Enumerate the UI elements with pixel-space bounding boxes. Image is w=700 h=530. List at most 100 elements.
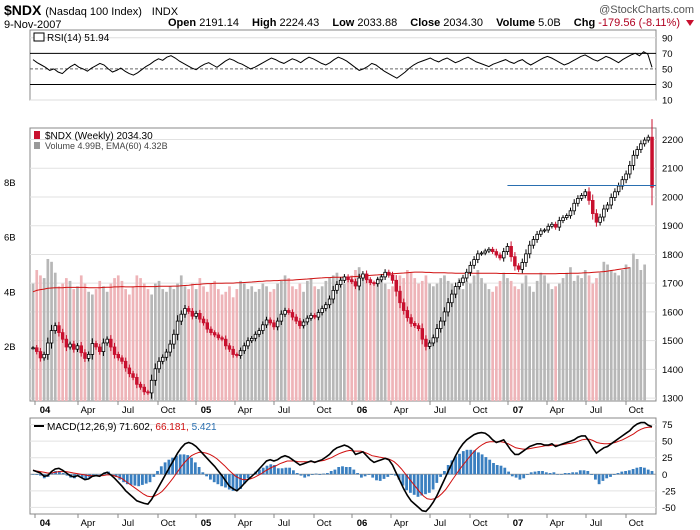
volume-bar xyxy=(317,289,320,401)
price-bar-body xyxy=(450,293,454,304)
price-bar-body xyxy=(301,321,306,327)
price-bar-body xyxy=(501,251,506,259)
macd-histogram-bar xyxy=(578,470,582,475)
macd-histogram-bar xyxy=(261,467,265,475)
volume-bar xyxy=(617,275,620,401)
volume-bar xyxy=(272,289,276,401)
price-bar-body xyxy=(553,223,558,228)
symbol-name: (Nasdaq 100 Index) xyxy=(45,6,142,18)
x-tick-label: Jul xyxy=(590,405,602,416)
volume-bar xyxy=(465,280,468,401)
volume-bar xyxy=(365,278,368,401)
x-tick-label: Apr xyxy=(550,405,565,416)
volume-bar xyxy=(135,275,139,401)
price-bar-body xyxy=(591,199,595,214)
price-bar-body xyxy=(135,376,139,385)
macd-histogram-bar xyxy=(450,460,454,475)
macd-histogram-bar xyxy=(152,474,156,477)
volume-bar xyxy=(53,272,57,401)
macd-histogram-bar xyxy=(533,471,537,475)
price-bar-body xyxy=(387,271,391,276)
high-label: High xyxy=(252,17,277,29)
macd-histogram-bar xyxy=(627,470,631,475)
volume-bar xyxy=(543,275,546,401)
price-bar-body xyxy=(498,254,502,259)
volume-bar xyxy=(105,291,109,401)
y-tick-label: 1800 xyxy=(662,250,683,261)
macd-histogram-bar xyxy=(318,474,322,475)
macd-histogram-bar xyxy=(182,454,186,475)
y-tick-label: 1400 xyxy=(662,365,683,376)
macd-histogram-bar xyxy=(541,471,544,475)
macd-histogram-bar xyxy=(133,474,137,486)
macd-histogram-bar xyxy=(356,473,359,475)
price-bar-body xyxy=(494,251,499,256)
price-bar-body xyxy=(105,338,109,344)
volume-bar xyxy=(476,270,480,401)
volume-bar xyxy=(539,272,543,401)
price-bar-body xyxy=(160,356,165,362)
macd-histogram-bar xyxy=(159,466,163,475)
volume-bar xyxy=(472,275,476,401)
volume-bar xyxy=(546,283,550,401)
volume-bar xyxy=(239,280,242,401)
price-bar-body xyxy=(275,320,280,328)
x-tick-label: Jul xyxy=(434,518,446,529)
volume-bar xyxy=(613,272,617,401)
y-tick-label: 1900 xyxy=(662,221,683,232)
volume-bar xyxy=(587,275,591,401)
macd-histogram-bar xyxy=(156,471,159,475)
price-bar-body xyxy=(335,284,339,291)
price-bar-body xyxy=(598,216,602,223)
volume-bar xyxy=(609,270,613,401)
price-bar-body xyxy=(487,248,491,252)
volume-bar xyxy=(409,272,413,401)
volume-bar xyxy=(302,291,305,401)
price-bar-body xyxy=(272,322,276,328)
volume-bar xyxy=(257,289,261,401)
price-bar-body xyxy=(472,259,476,266)
rsi-grid xyxy=(30,37,656,101)
macd-histogram-bar xyxy=(363,474,367,477)
macd-histogram-bar xyxy=(367,474,371,475)
macd-histogram-bar xyxy=(507,471,510,475)
price-bar-body xyxy=(264,319,269,326)
volume-bar xyxy=(606,264,609,401)
macd-histogram-bar xyxy=(276,468,280,475)
macd-histogram-bar xyxy=(193,462,197,475)
price-bar-body xyxy=(490,248,495,253)
x-tick-label: Jul xyxy=(278,518,290,529)
chg-label: Chg xyxy=(573,17,596,29)
volume-bar xyxy=(639,270,643,401)
macd-histogram-bar xyxy=(631,469,635,475)
price-bar-body xyxy=(220,337,224,340)
volume-bar xyxy=(446,280,450,401)
volume-bar xyxy=(602,261,606,401)
watermark[interactable]: @StockCharts.com xyxy=(599,4,694,16)
volume-bar xyxy=(361,275,365,401)
volume-bar xyxy=(565,272,569,401)
volume-bar xyxy=(287,278,291,401)
price-bar-body xyxy=(379,276,384,281)
price-bar-body xyxy=(424,338,428,347)
volume-bar xyxy=(350,275,354,401)
macd-histogram-bar xyxy=(212,474,216,483)
macd-histogram-bar xyxy=(435,474,439,483)
macd-histogram-bar xyxy=(360,474,363,478)
price-bar-body xyxy=(183,308,187,315)
x-tick-label: 06 xyxy=(357,405,368,416)
volume-bar xyxy=(532,291,535,401)
volume-bar xyxy=(209,283,213,401)
x-tick-label: 05 xyxy=(201,518,212,529)
price-bar-body xyxy=(90,343,95,355)
macd-histogram-bar xyxy=(594,474,597,480)
price-bar-body xyxy=(624,173,628,181)
volume-value: 5.0B xyxy=(538,17,561,29)
y-tick-label: 1600 xyxy=(662,307,683,318)
y-tick-label: 1700 xyxy=(662,279,683,290)
volume-ema-line xyxy=(32,267,630,293)
volume-bar xyxy=(283,275,287,401)
macd-histogram-bar xyxy=(514,474,518,478)
price-bar-body xyxy=(565,215,569,219)
price-bar-body xyxy=(305,317,310,323)
